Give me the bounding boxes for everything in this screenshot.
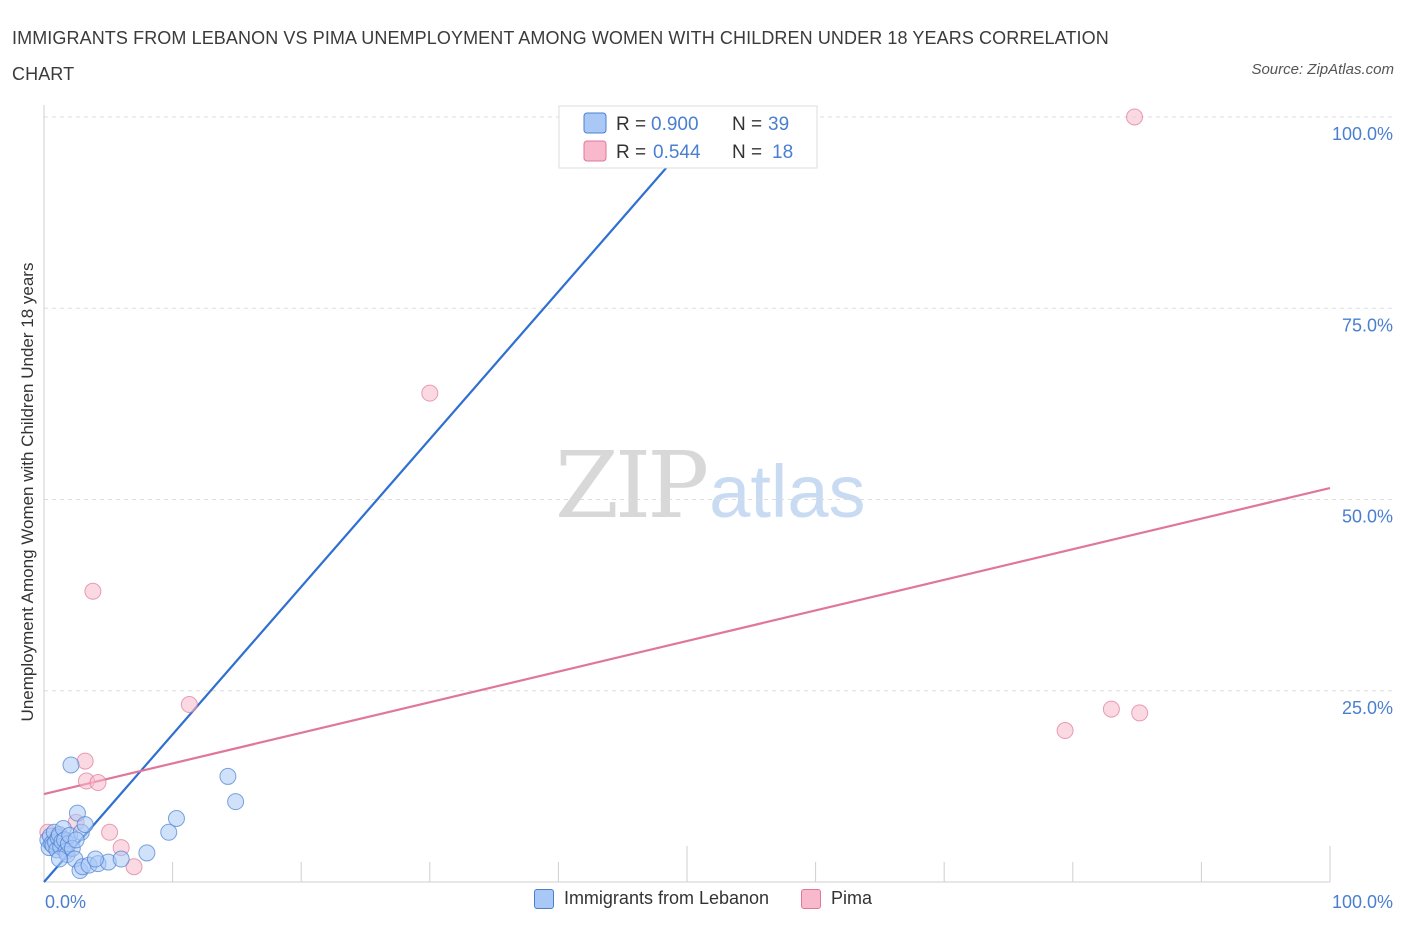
point-lebanon: [112, 850, 130, 868]
legend-swatch-blue: [583, 112, 607, 134]
y-tick-label-100: 100.0%: [1332, 124, 1393, 144]
point-pima: [89, 774, 107, 792]
point-pima: [76, 752, 94, 770]
y-tick-label-25: 25.0%: [1342, 698, 1393, 718]
legend-r-value-2: 0.544: [653, 142, 701, 163]
point-pima: [1102, 700, 1120, 718]
legend-item-lebanon[interactable]: Immigrants from Lebanon: [533, 888, 770, 909]
point-lebanon: [86, 850, 104, 868]
point-lebanon: [62, 756, 80, 774]
trend-lines: [43, 150, 1331, 883]
legend-n-label-2: N =: [732, 142, 762, 163]
legend-n-value-2: 18: [772, 142, 793, 163]
point-pima: [1131, 704, 1149, 722]
data-points: [39, 108, 1149, 880]
legend-n-label-1: N =: [732, 114, 762, 135]
watermark-atlas: atlas: [709, 450, 866, 533]
x-tick-label-100: 100.0%: [1332, 892, 1393, 912]
point-lebanon: [67, 831, 85, 849]
point-pima: [125, 858, 143, 876]
point-lebanon: [50, 850, 68, 868]
point-pima: [1126, 108, 1144, 126]
legend-label-pima: Pima: [831, 888, 873, 908]
watermark-zip: ZIP: [555, 432, 709, 539]
watermark: ZIPatlas: [555, 440, 865, 532]
point-lebanon: [219, 767, 237, 785]
y-tick-label-50: 50.0%: [1342, 507, 1393, 527]
axes: [43, 105, 1330, 883]
point-lebanon: [160, 823, 178, 841]
point-pima: [180, 696, 198, 714]
point-pima: [421, 384, 439, 402]
legend-r-label-2: R =: [616, 142, 646, 163]
point-lebanon: [227, 793, 245, 811]
point-lebanon: [167, 810, 185, 828]
point-pima: [1056, 722, 1074, 740]
correlation-legend: R = 0.900 N = 39 R = 0.544 N = 18: [558, 105, 818, 169]
ticks: 100.0% 75.0% 50.0% 25.0% 0.0% 100.0%: [45, 124, 1393, 912]
point-lebanon: [76, 816, 94, 834]
x-tick-label-0: 0.0%: [45, 892, 86, 912]
legend-r-label-1: R =: [616, 114, 646, 135]
legend-swatch-lebanon: [533, 888, 554, 909]
legend-r-value-1: 0.900: [651, 114, 699, 135]
legend-swatch-pink: [583, 140, 607, 162]
source-credit: Source: ZipAtlas.com: [1251, 61, 1394, 78]
chart-title: IMMIGRANTS FROM LEBANON VS PIMA UNEMPLOY…: [12, 28, 1109, 84]
trend-line-lebanon: [43, 150, 682, 883]
legend-label-lebanon: Immigrants from Lebanon: [563, 888, 770, 908]
gridlines: [44, 116, 1392, 692]
series-legend: Immigrants from Lebanon Pima: [0, 888, 1406, 909]
legend-n-value-1: 39: [768, 114, 789, 135]
legend-swatch-pima: [801, 888, 822, 909]
point-lebanon: [138, 844, 156, 862]
y-tick-label-75: 75.0%: [1342, 315, 1393, 335]
point-pima: [84, 582, 102, 600]
point-pima: [101, 823, 119, 841]
legend-item-pima[interactable]: Pima: [801, 888, 872, 909]
trend-line-pima: [43, 486, 1331, 796]
